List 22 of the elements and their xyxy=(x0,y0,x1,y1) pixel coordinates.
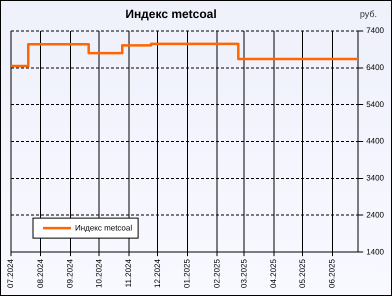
x-tick-label: 02.2025 xyxy=(212,258,222,288)
x-tick-label: 06.2025 xyxy=(328,258,337,288)
x-tick-label: 09.2024 xyxy=(66,258,75,288)
x-tick-label: 07.2024 xyxy=(6,258,16,288)
x-tick-label: 04.2025 xyxy=(269,258,278,288)
y-tick-label: 1400 xyxy=(366,247,385,256)
y-tick-label: 4400 xyxy=(366,136,385,146)
y-tick-label: 7400 xyxy=(366,26,385,36)
x-tick-label: 08.2024 xyxy=(36,258,45,288)
legend-label: Индекс metcoal xyxy=(75,223,132,232)
y-tick-label: 5400 xyxy=(366,100,385,109)
x-tick-label: 10.2024 xyxy=(94,258,104,288)
y-tick-label: 6400 xyxy=(366,63,385,72)
y-tick-label: 2400 xyxy=(366,210,385,220)
y-axis-title: руб. xyxy=(360,9,377,19)
x-tick-label: 03.2025 xyxy=(239,258,248,288)
y-tick-label: 3400 xyxy=(366,174,385,183)
x-tick-label: 12.2024 xyxy=(152,258,162,288)
x-tick-label: 05.2025 xyxy=(298,258,307,288)
x-tick-label: 11.2024 xyxy=(124,258,134,288)
chart-title: Индекс metcoal xyxy=(124,7,218,21)
x-tick-label: 01.2025 xyxy=(182,258,192,288)
